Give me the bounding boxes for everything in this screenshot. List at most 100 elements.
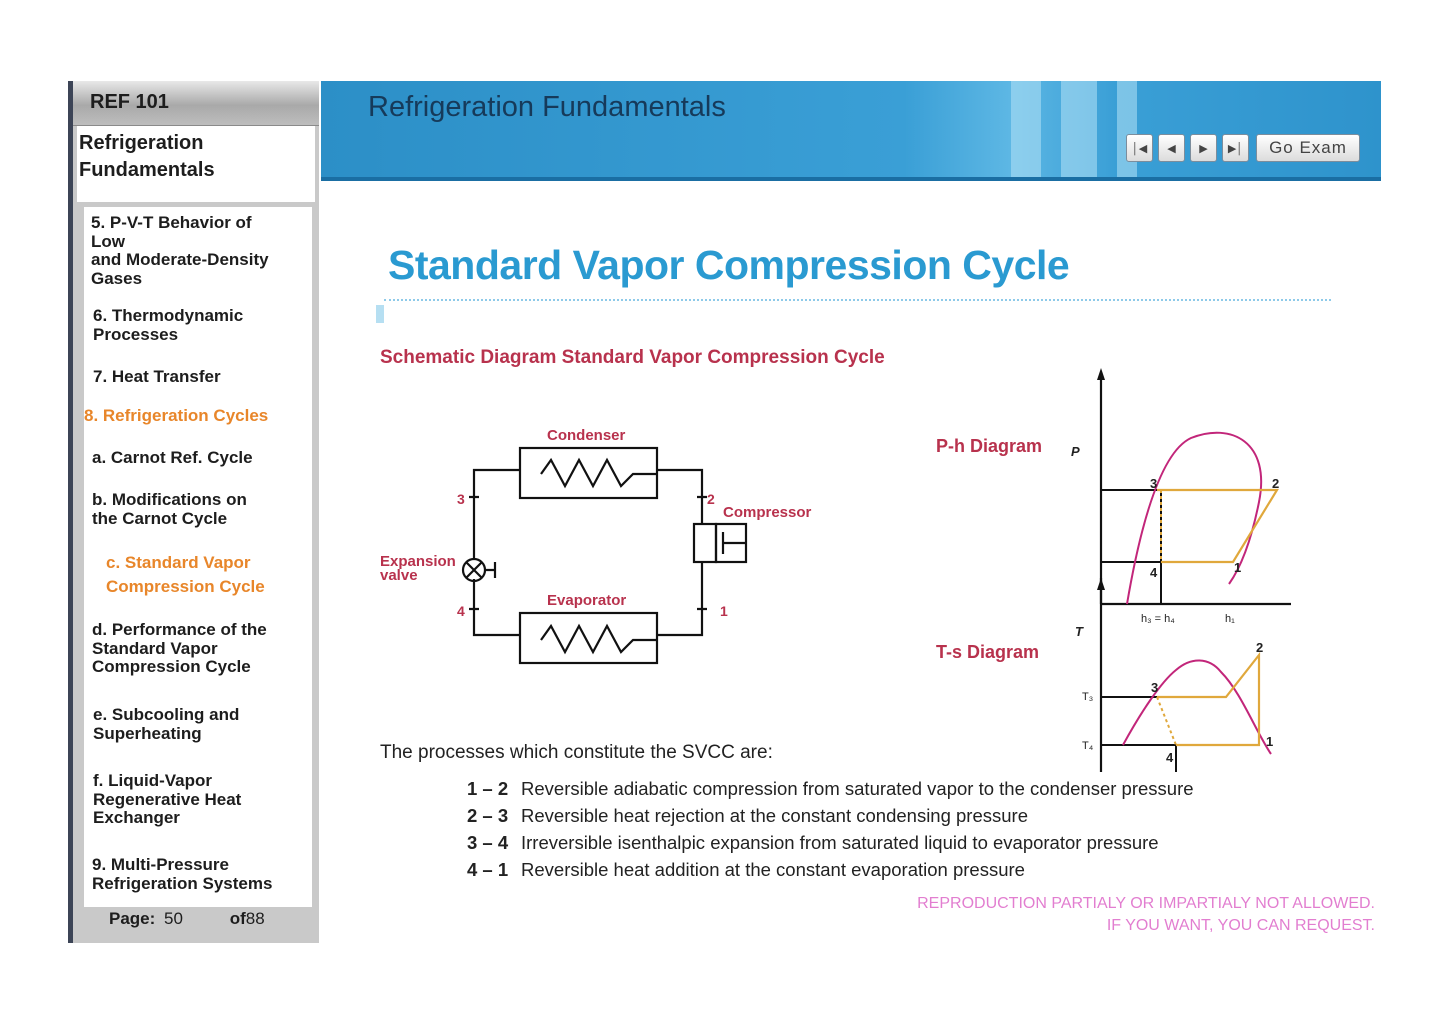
condenser-coil [540, 457, 657, 489]
pipe-evaporator-to-1 [657, 592, 704, 637]
ph-point-4: 4 [1150, 565, 1158, 580]
process-text: Reversible heat rejection at the constan… [521, 805, 1028, 826]
schematic-title: Schematic Diagram Standard Vapor Compres… [380, 347, 885, 368]
sidebar: REF 101 Refrigeration Fundamentals 5. P-… [73, 81, 319, 943]
go-exam-button[interactable]: Go Exam [1256, 134, 1360, 162]
ph-axes [1099, 372, 1291, 606]
schematic-point-3: 3 [457, 491, 465, 507]
table-of-contents: 5. P-V-T Behavior of Low and Moderate-De… [84, 207, 312, 907]
ts-expansion-line [1156, 696, 1177, 746]
schematic-point-4: 4 [457, 603, 465, 619]
ts-point-3: 3 [1151, 680, 1158, 695]
pipe-4-to-evaporator [472, 609, 520, 637]
toc-item-heat-transfer[interactable]: 7. Heat Transfer [93, 367, 221, 386]
page-title: Refrigeration Fundamentals [368, 91, 726, 123]
ts-reference-lines [1101, 696, 1177, 772]
previous-page-button[interactable]: ◀ [1158, 134, 1185, 162]
ph-y-axis-label: P [1071, 444, 1080, 459]
next-page-icon: ▶ [1199, 142, 1208, 155]
watermark-line-1: REPRODUCTION PARTIALY OR IMPARTIALY NOT … [917, 895, 1375, 912]
app-window: REF 101 Refrigeration Fundamentals 5. P-… [68, 81, 1381, 943]
expansion-valve-label: Expansion valve [380, 553, 456, 584]
toc-item-subcooling-superheating[interactable]: e. Subcooling and Superheating [93, 705, 240, 743]
last-page-button[interactable]: ▶│ [1222, 134, 1249, 162]
ph-saturation-dome [1126, 431, 1263, 605]
process-id: 3 – 4 [467, 832, 509, 853]
condenser-label: Condenser [547, 427, 626, 444]
point-ticks [469, 495, 707, 611]
header-underline [321, 177, 1381, 181]
ph-point-1: 1 [1234, 560, 1241, 575]
toc-item-modifications-carnot[interactable]: b. Modifications on the Carnot Cycle [92, 490, 247, 528]
ph-x-tick-h3h4: h₃ = h₄ [1141, 613, 1175, 625]
ph-cycle-path [1157, 488, 1279, 564]
toc-item-thermodynamic-processes[interactable]: 6. Thermodynamic Processes [93, 306, 244, 344]
slide-content: Standard Vapor Compression Cycle Schemat… [321, 182, 1381, 943]
process-id: 2 – 3 [467, 805, 509, 826]
window-edge [68, 81, 73, 943]
toc-item-refrigeration-cycles[interactable]: 8. Refrigeration Cycles [84, 406, 269, 425]
evaporator-box [518, 611, 659, 665]
course-title: Refrigeration Fundamentals [79, 132, 215, 181]
ts-axes [1099, 578, 1103, 772]
last-page-icon: ▶│ [1227, 142, 1244, 155]
processes-intro: The processes which constitute the SVCC … [380, 742, 773, 763]
process-text: Reversible heat addition at the constant… [521, 859, 1025, 880]
ts-diagram: T T₃ T₄ 3 2 4 1 S₄ S₁ s [1075, 578, 1273, 772]
ts-cycle-path [1157, 651, 1261, 747]
title-rule-mark [376, 305, 384, 323]
schematic-labels: Condenser Evaporator Compressor Expansio… [380, 427, 812, 619]
banner-stripe [1011, 81, 1041, 181]
expansion-valve-marks [465, 561, 497, 579]
ts-y-tick-t4: T₄ [1082, 740, 1094, 752]
page-label: Page: [109, 909, 156, 928]
process-row: 2 – 3 Reversible heat rejection at the co… [467, 805, 1028, 827]
compressor-body [692, 522, 718, 564]
page-total: 88 [245, 909, 265, 928]
cycle-diagrams: Condenser Evaporator Compressor Expansio… [380, 368, 1291, 772]
first-page-icon: │◀ [1131, 142, 1148, 155]
first-page-button[interactable]: │◀ [1126, 134, 1153, 162]
schematic-point-2: 2 [707, 491, 715, 507]
toc-item-carnot-ref-cycle[interactable]: a. Carnot Ref. Cycle [92, 448, 253, 467]
ts-point-1: 1 [1266, 734, 1273, 749]
compressor-piston [721, 532, 747, 554]
ph-diagram: P 3 2 4 1 h₃ = h₄ h₁ [1071, 368, 1291, 625]
next-page-button[interactable]: ▶ [1190, 134, 1217, 162]
process-row: 3 – 4 Irreversible isenthalpic expansion … [467, 832, 1159, 854]
ts-diagram-title: T-s Diagram [936, 642, 1040, 662]
slide-title: Standard Vapor Compression Cycle [388, 242, 1070, 288]
ts-saturation-dome [1122, 659, 1272, 755]
process-row: 1 – 2 Reversible adiabatic compression fr… [467, 778, 1194, 800]
title-rule [384, 299, 1331, 301]
toc-item-standard-vapor-compression[interactable]: c. Standard Vapor Compression Cycle [106, 553, 265, 596]
ts-axis-arrows [1097, 578, 1105, 590]
process-row: 4 – 1 Reversible heat addition at the con… [467, 859, 1025, 881]
course-code: REF 101 [90, 91, 169, 113]
process-id: 1 – 2 [467, 778, 509, 799]
evaporator-coil [540, 623, 657, 655]
pipe-3-to-condenser [472, 468, 520, 560]
ph-point-2: 2 [1272, 476, 1279, 491]
watermark-line-2: IF YOU WANT, YOU CAN REQUEST. [1106, 917, 1375, 934]
watermark: REPRODUCTION PARTIALY OR IMPARTIALY NOT … [917, 893, 1375, 937]
course-code-bar: REF 101 [73, 81, 319, 126]
schematic-diagram [461, 446, 748, 665]
toc-item-liquid-vapor-hx[interactable]: f. Liquid-Vapor Regenerative Heat Exchan… [93, 771, 242, 827]
page-of-label: of [229, 909, 246, 928]
course-title-box: Refrigeration Fundamentals [77, 126, 315, 202]
previous-page-icon: ◀ [1167, 142, 1176, 155]
ts-y-tick-t3: T₃ [1082, 691, 1093, 703]
pipe-condenser-to-2 [657, 468, 704, 515]
slide-navigation: │◀ ◀ ▶ ▶│ Go Exam [1126, 134, 1360, 164]
schematic-point-1: 1 [720, 603, 728, 619]
toc-item-multi-pressure[interactable]: 9. Multi-Pressure Refrigeration Systems [92, 855, 273, 893]
compressor-label: Compressor [723, 504, 812, 521]
ph-x-tick-h1: h₁ [1225, 613, 1235, 625]
page-current: 50 [164, 909, 183, 928]
ph-diagram-title: P-h Diagram [936, 436, 1043, 456]
toc-item-pvt-behavior[interactable]: 5. P-V-T Behavior of Low and Moderate-De… [91, 213, 269, 288]
ts-y-axis-label: T [1075, 624, 1084, 639]
process-text: Reversible adiabatic compression from sa… [521, 778, 1194, 799]
toc-item-performance-svcc[interactable]: d. Performance of the Standard Vapor Com… [92, 620, 267, 676]
